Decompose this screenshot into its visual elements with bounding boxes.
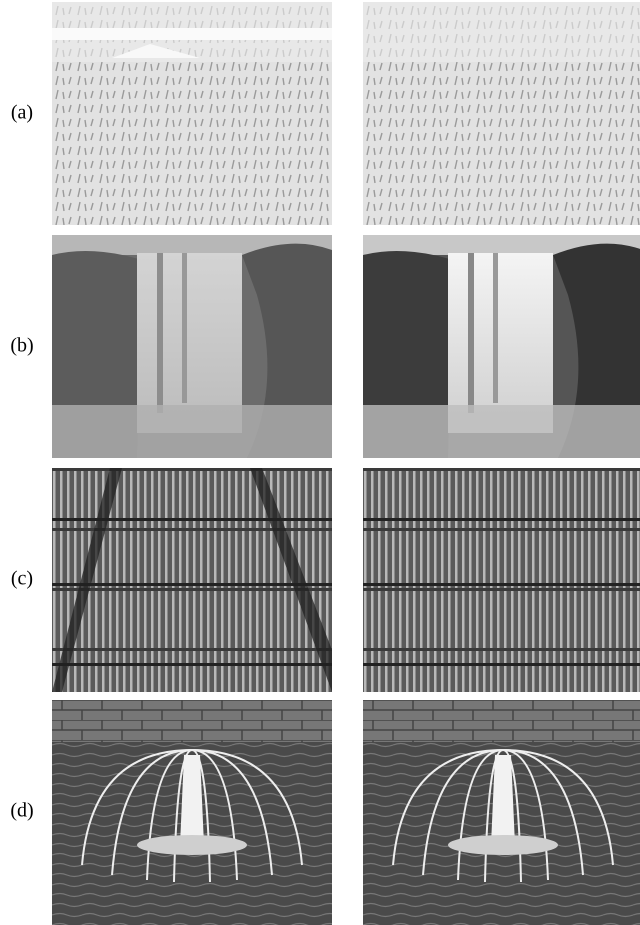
artifact [52, 28, 332, 40]
artifact [52, 235, 332, 458]
page: (a) (b) (c) (d) (() => { const data = JS… [0, 0, 640, 925]
image-right [363, 2, 640, 225]
image-right [363, 235, 640, 458]
image-left [52, 468, 332, 692]
figure: (a) (b) (c) (d) [0, 0, 640, 925]
image-right [363, 700, 640, 925]
row-label: (c) [11, 568, 33, 590]
image-left [52, 700, 332, 925]
row-label: (b) [10, 335, 33, 357]
row-label: (d) [10, 800, 33, 822]
image-right [363, 468, 640, 692]
row-label: (a) [11, 102, 33, 124]
